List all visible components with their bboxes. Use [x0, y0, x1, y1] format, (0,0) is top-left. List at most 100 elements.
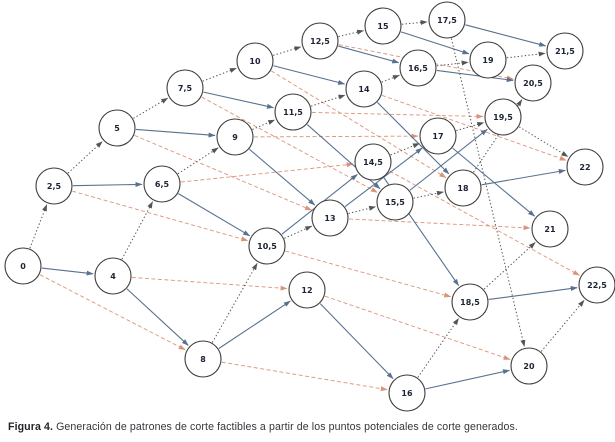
graph-edge-17-to-19,5: [456, 122, 485, 132]
graph-node-circle: [578, 266, 615, 304]
graph-edge-14-to-22: [381, 94, 567, 161]
graph-node-12,5: 12,5: [301, 22, 339, 60]
graph-node-circle: [184, 340, 222, 378]
graph-edge-6,5-to-14,5: [180, 162, 354, 183]
graph-node-label: 19,5: [493, 113, 513, 122]
graph-node-circle: [94, 257, 132, 295]
graph-node-label: 2,5: [47, 182, 62, 191]
graph-edge-9-to-11,5: [252, 119, 276, 130]
graph-node-label: 14,5: [363, 158, 383, 167]
graph-edge-4-to-6,5: [121, 201, 154, 260]
graph-node-label: 17,5: [437, 16, 457, 25]
graph-node-circle: [566, 148, 604, 186]
graph-node-label: 5: [114, 124, 120, 133]
graph-node-circle: [236, 42, 274, 80]
graph-node-5: 5: [98, 109, 136, 147]
graph-node-20: 20: [510, 347, 548, 385]
graph-node-circle: [531, 210, 569, 248]
graph-node-circle: [274, 93, 312, 131]
graph-edge-10-to-12,5: [273, 46, 302, 56]
graph-node-21,5: 21,5: [546, 32, 584, 70]
graph-node-label: 15,5: [385, 198, 405, 207]
graph-edge-11,5-to-19,5: [311, 112, 484, 119]
graph-node-label: 6,5: [155, 180, 170, 189]
graph-node-circle: [4, 247, 42, 285]
graph-node-label: 20: [523, 362, 535, 371]
graph-edge-6,5-to-9: [177, 147, 219, 175]
graph-node-10,5: 10,5: [248, 227, 286, 265]
graph-edge-6,5-to-10,5: [178, 193, 251, 237]
graph-edge-10,5-to-13: [284, 225, 313, 239]
graph-node-circle: [311, 199, 349, 237]
figure-caption-label: Figura 4.: [8, 421, 57, 433]
graph-edge-15,5-to-19,5: [409, 128, 488, 191]
graph-edge-8-to-12: [218, 300, 291, 349]
graph-node-9: 9: [216, 118, 254, 156]
graph-node-7,5: 7,5: [166, 69, 204, 107]
graph-node-10: 10: [236, 42, 274, 80]
graph-node-label: 10: [249, 57, 261, 66]
graph-edge-18,5-to-22,5: [488, 286, 578, 301]
graph-edge-8-to-16: [221, 361, 388, 392]
graph-edge-9-to-13: [249, 148, 316, 206]
graph-node-8: 8: [184, 340, 222, 378]
graph-node-circle: [143, 165, 181, 203]
graph-edge-0-to-4: [41, 267, 94, 276]
graph-node-label: 15: [377, 22, 389, 31]
graph-node-14: 14: [345, 70, 383, 108]
graph-edge-14,5-to-17: [390, 142, 420, 156]
graph-edge-15,5-to-18: [413, 190, 444, 199]
graph-node-label: 20,5: [523, 79, 543, 88]
graph-edge-14,5-to-22,5: [389, 170, 580, 276]
graph-edge-2,5-to-5: [67, 141, 103, 174]
graph-node-19,5: 19,5: [484, 98, 522, 136]
graph-node-label: 4: [110, 272, 116, 281]
graph-node-circle: [216, 118, 254, 156]
graph-edge-12-to-20: [324, 295, 511, 360]
graph-node-circle: [35, 167, 73, 205]
graph-edge-2,5-to-10,5: [72, 190, 249, 242]
graph-edge-7,5-to-11,5: [203, 91, 274, 109]
graph-node-6,5: 6,5: [143, 165, 181, 203]
graph-edge-8-to-10,5: [211, 262, 258, 343]
graph-node-circle: [399, 49, 437, 87]
graph-node-label: 16,5: [408, 64, 428, 73]
graph-node-circle: [510, 347, 548, 385]
graph-node-label: 18: [457, 184, 469, 193]
graph-node-label: 21,5: [555, 47, 575, 56]
graph-node-circle: [345, 70, 383, 108]
graph-node-14,5: 14,5: [354, 143, 392, 181]
graph-edge-16-to-20: [425, 369, 510, 390]
figure-caption: Figura 4. Generación de patrones de cort…: [8, 421, 608, 433]
graph-edge-14-to-18: [377, 102, 450, 175]
graph-node-circle: [484, 98, 522, 136]
graph-node-label: 22: [579, 163, 590, 172]
graph-edge-16,5-to-20,5: [436, 69, 514, 83]
graph-node-label: 18,5: [460, 298, 480, 307]
graph-edge-9-to-17: [253, 133, 419, 139]
graph-edge-7,5-to-15,5: [201, 96, 378, 193]
graph-edge-17,5-to-21,5: [465, 24, 547, 47]
graph-edge-15-to-17,5: [401, 19, 428, 25]
graph-edge-2,5-to-6,5: [72, 181, 143, 187]
graph-edge-15-to-19: [400, 31, 470, 55]
graph-node-label: 8: [200, 355, 206, 364]
graph-edge-4-to-8: [126, 288, 189, 346]
graph-node-19: 19: [469, 41, 507, 79]
graph-node-circle: [364, 7, 402, 45]
graph-node-16: 16: [388, 374, 426, 412]
graph-edge-7,5-to-10: [202, 67, 237, 82]
graph-edge-12,5-to-16,5: [338, 45, 400, 64]
graph-node-circle: [376, 183, 414, 221]
graph-node-15,5: 15,5: [376, 183, 414, 221]
graph-node-4: 4: [94, 257, 132, 295]
graph-node-15: 15: [364, 7, 402, 45]
graph-edge-19,5-to-22: [518, 126, 569, 158]
graph-node-label: 14: [358, 85, 370, 94]
graph-edge-20-to-22,5: [540, 299, 585, 352]
graph-edge-16,5-to-19: [436, 60, 469, 67]
graph-edge-13-to-17: [344, 147, 423, 207]
graph-node-label: 16: [401, 389, 413, 398]
graph-edge-13-to-21: [348, 218, 531, 231]
graph-node-label: 0: [20, 262, 26, 271]
